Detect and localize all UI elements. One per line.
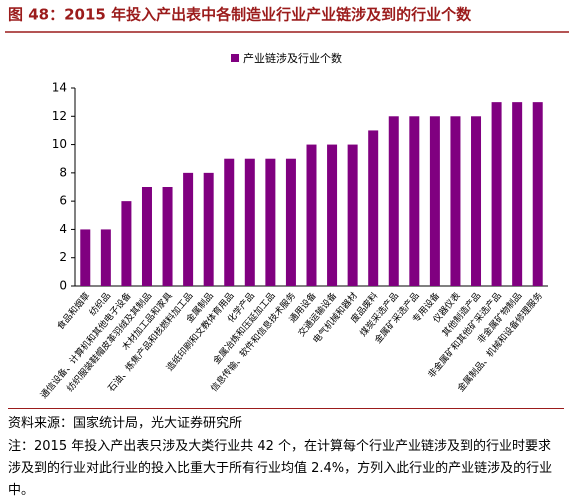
bar: [409, 116, 420, 287]
y-tick-label: 12: [52, 109, 67, 123]
bar: [532, 102, 543, 287]
y-tick-label: 6: [59, 194, 67, 208]
bar: [244, 158, 255, 286]
bar: [80, 229, 91, 286]
bar: [347, 144, 358, 286]
bar: [265, 158, 276, 286]
bar: [471, 116, 482, 287]
bar: [121, 201, 132, 286]
chart: 图 48：2015 年投入产出表中各制造业行业产业链涉及到的行业个数 产业链涉及…: [5, 6, 569, 401]
bar: [224, 158, 235, 286]
y-tick-label: 4: [59, 222, 67, 236]
bar: [183, 172, 194, 286]
bar: [450, 116, 461, 287]
bar: [512, 102, 523, 287]
bar: [100, 229, 111, 286]
bar: [285, 158, 296, 286]
legend-label: 产业链涉及行业个数: [243, 51, 342, 65]
source: 资料来源：国家统计局，光大证券研究所: [8, 408, 564, 435]
bar: [327, 144, 338, 286]
bar: [203, 172, 214, 286]
x-tick-label: 食品和烟草: [54, 290, 92, 332]
y-tick-label: 14: [52, 81, 67, 95]
legend-swatch: [231, 54, 239, 62]
bar: [141, 187, 152, 286]
y-tick-label: 0: [59, 279, 67, 293]
chart-title: 图 48：2015 年投入产出表中各制造业行业产业链涉及到的行业个数: [8, 6, 472, 24]
y-tick-label: 10: [52, 137, 67, 151]
bar: [388, 116, 399, 287]
y-tick-label: 2: [59, 250, 67, 264]
note: 注：2015 年投入产出表只涉及大类行业共 42 个，在计算每个行业产业链涉及到…: [8, 439, 553, 498]
bar: [162, 187, 173, 286]
bar: [429, 116, 440, 287]
bar: [491, 102, 502, 287]
bar: [368, 130, 379, 286]
bar: [306, 144, 317, 286]
y-tick-label: 8: [59, 165, 67, 179]
